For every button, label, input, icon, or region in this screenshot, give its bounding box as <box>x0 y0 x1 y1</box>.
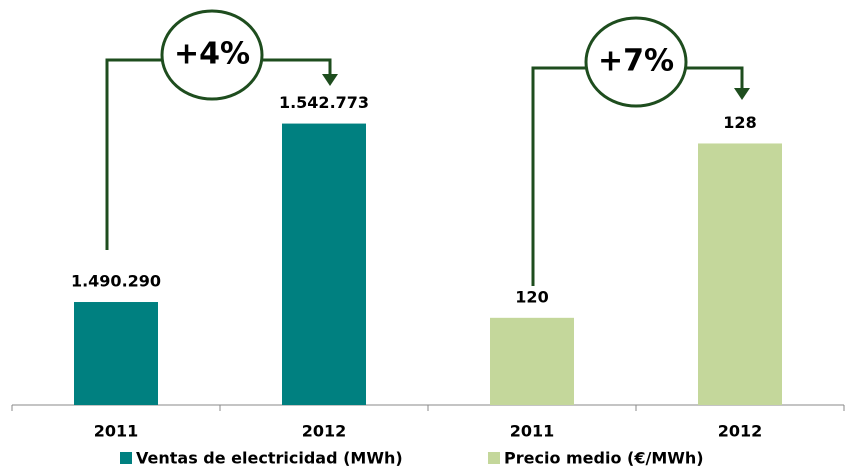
x-tick-label: 2011 <box>94 422 139 441</box>
annotation: +7% <box>598 44 674 79</box>
connector <box>105 9 750 286</box>
value-label: 120 <box>515 287 548 306</box>
legend-label: Ventas de electricidad (MWh) <box>136 449 403 468</box>
legend-swatch <box>488 452 500 464</box>
value-label: 1.490.290 <box>71 272 161 291</box>
bar <box>698 143 782 405</box>
value-label: 1.542.773 <box>279 93 369 112</box>
bar <box>282 123 366 405</box>
legend-swatch <box>120 452 132 464</box>
legend-label: Precio medio (€/MWh) <box>504 449 704 468</box>
bar <box>490 317 574 405</box>
x-tick-label: 2011 <box>510 422 555 441</box>
annotation: +4% <box>174 37 250 72</box>
axis-ticks <box>11 405 845 411</box>
bar <box>74 302 158 405</box>
value-label: 128 <box>723 113 756 132</box>
x-tick-label: 2012 <box>302 422 347 441</box>
x-tick-label: 2012 <box>718 422 763 441</box>
